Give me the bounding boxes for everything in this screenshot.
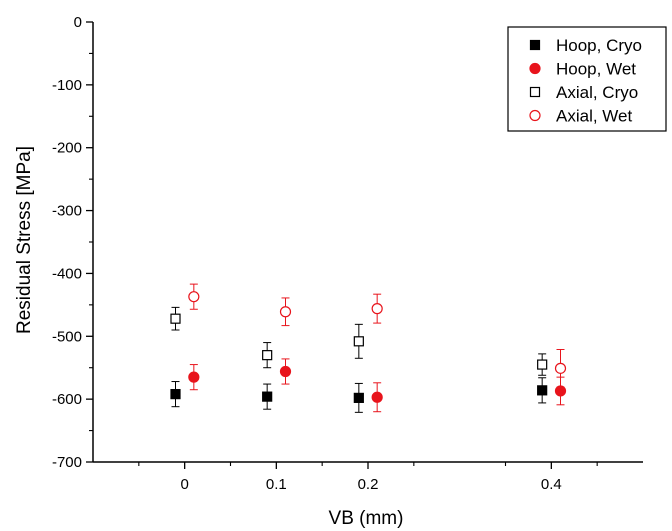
data-point xyxy=(188,371,200,383)
data-point xyxy=(537,385,548,396)
data-point xyxy=(353,336,364,347)
x-axis-title: VB (mm) xyxy=(329,508,404,529)
legend-label: Axial, Cryo xyxy=(556,83,638,102)
legend-label: Axial, Wet xyxy=(556,107,632,126)
y-tick-label: -400 xyxy=(52,265,82,282)
legend-label: Hoop, Cryo xyxy=(556,36,642,55)
legend-marker xyxy=(529,86,541,98)
data-point xyxy=(279,306,292,318)
y-tick-label: -100 xyxy=(52,77,82,94)
series-hoop-cryo xyxy=(170,377,548,413)
x-tick-label: 0 xyxy=(180,476,188,493)
x-tick-label: 0.4 xyxy=(541,476,562,493)
series-axial-wet xyxy=(188,283,567,388)
legend-marker xyxy=(529,109,541,122)
data-point xyxy=(188,291,200,303)
legend: Hoop, Cryo Hoop, Wet Axial, Cryo Axial, Wet xyxy=(507,26,667,132)
y-tick-label: -200 xyxy=(52,140,82,157)
legend-marker xyxy=(529,39,541,51)
y-axis-title: Residual Stress [MPa] xyxy=(14,146,35,334)
x-ticks: 0 0.1 0.2 0.4 xyxy=(138,462,598,493)
y-tick-label: -700 xyxy=(52,454,82,471)
y-tick-label: -500 xyxy=(52,328,82,345)
y-tick-label: 0 xyxy=(74,14,82,31)
series-hoop-wet xyxy=(188,358,567,413)
data-point xyxy=(262,350,273,361)
x-tick-label: 0.2 xyxy=(358,476,379,493)
data-point xyxy=(371,391,383,403)
series-axial-cryo xyxy=(170,306,548,376)
data-points xyxy=(170,283,567,413)
y-tick-label: -300 xyxy=(52,203,82,220)
data-point xyxy=(170,313,181,324)
y-ticks: 0 -100 -200 -300 -400 -500 -600 -700 xyxy=(52,14,93,471)
y-tick-label: -600 xyxy=(52,391,82,408)
data-point xyxy=(279,365,292,378)
data-point xyxy=(537,359,548,370)
data-point xyxy=(353,392,364,403)
legend-marker xyxy=(529,62,541,75)
data-point xyxy=(170,389,181,400)
x-tick-label: 0.1 xyxy=(266,476,287,493)
data-point xyxy=(262,391,273,402)
data-point xyxy=(371,303,383,315)
legend-label: Hoop, Wet xyxy=(556,60,636,79)
data-point xyxy=(554,362,567,374)
